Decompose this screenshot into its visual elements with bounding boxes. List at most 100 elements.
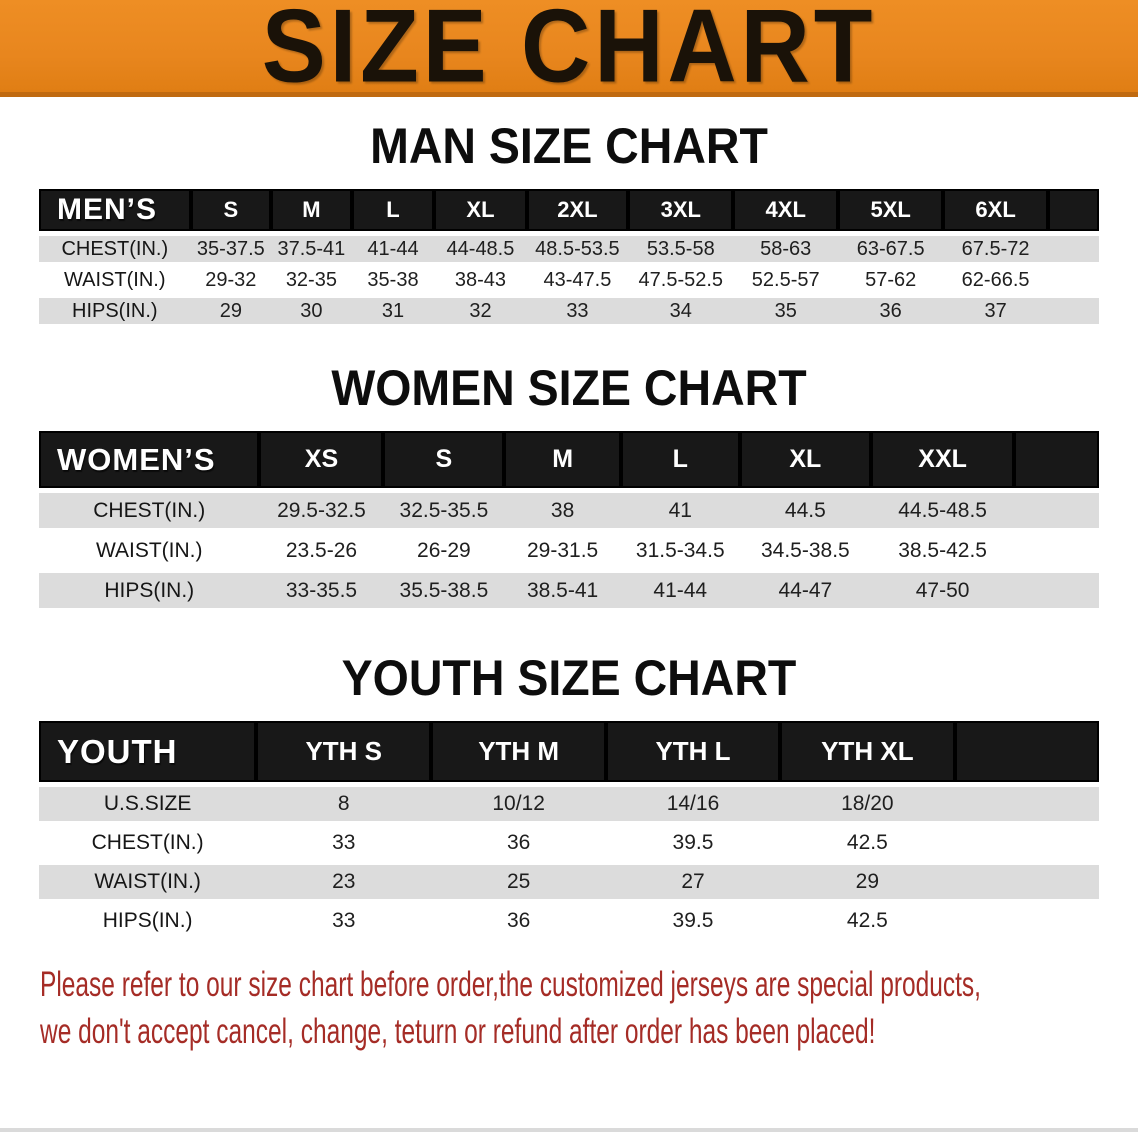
col-header: YTH XL [779, 721, 955, 787]
size-cell: 33 [256, 904, 432, 943]
bottom-edge-divider [0, 1128, 1138, 1132]
size-cell: 37 [943, 298, 1049, 329]
women-size-section: WOMEN SIZE CHART WOMEN’S XS S M L XL XXL… [0, 359, 1138, 613]
size-cell: 23 [256, 865, 432, 904]
size-cell: 39.5 [606, 826, 780, 865]
filler-cell [1014, 493, 1099, 533]
disclaimer-line-2: we don't accept cancel, change, teturn o… [40, 1012, 876, 1051]
size-cell: 33-35.5 [259, 573, 384, 613]
col-header: S [383, 431, 505, 493]
size-cell: 38 [504, 493, 621, 533]
row-label: CHEST(IN.) [39, 236, 191, 267]
size-cell: 44.5-48.5 [871, 493, 1015, 533]
table-row-chest: CHEST(IN.) 35-37.5 37.5-41 41-44 44-48.5… [39, 236, 1099, 267]
womens-header-label: WOMEN’S [39, 431, 260, 493]
col-header: XL [739, 431, 872, 493]
col-header: XXL [871, 431, 1015, 493]
mens-header-row: MEN’S S M L XL 2XL 3XL 4XL 5XL 6XL [39, 189, 1099, 236]
col-header: L [351, 189, 435, 236]
size-cell: 29 [779, 865, 955, 904]
col-header: 2XL [526, 189, 629, 236]
page-title: SIZE CHART [261, 0, 877, 105]
row-label: CHEST(IN.) [39, 493, 260, 533]
col-header: 5XL [838, 189, 944, 236]
size-cell: 35-37.5 [190, 236, 272, 267]
size-cell: 33 [526, 298, 629, 329]
size-cell: 18/20 [779, 787, 955, 826]
mens-size-table: MEN’S S M L XL 2XL 3XL 4XL 5XL 6XL CHEST… [39, 189, 1099, 329]
col-header: S [190, 189, 272, 236]
disclaimer: Please refer to our size chart before or… [40, 961, 1138, 1055]
row-label: HIPS(IN.) [39, 298, 191, 329]
size-cell: 42.5 [779, 904, 955, 943]
size-cell: 14/16 [606, 787, 780, 826]
size-cell: 35.5-38.5 [383, 573, 505, 613]
size-cell: 33 [256, 826, 432, 865]
size-cell: 27 [606, 865, 780, 904]
mens-header-label: MEN’S [39, 189, 191, 236]
filler-cell [1048, 267, 1099, 298]
size-cell: 34 [628, 298, 734, 329]
size-cell: 35 [733, 298, 839, 329]
man-size-section: MAN SIZE CHART MEN’S S M L XL 2XL 3XL 4X… [0, 117, 1138, 329]
size-cell: 34.5-38.5 [739, 533, 872, 573]
row-label: WAIST(IN.) [39, 267, 191, 298]
size-cell: 44.5 [739, 493, 872, 533]
table-row-hips: HIPS(IN.) 33-35.5 35.5-38.5 38.5-41 41-4… [39, 573, 1099, 613]
size-cell: 35-38 [351, 267, 435, 298]
man-section-title: MAN SIZE CHART [370, 118, 768, 174]
size-chart-banner: SIZE CHART [0, 0, 1138, 105]
size-cell: 36 [838, 298, 944, 329]
size-cell: 36 [431, 904, 607, 943]
col-header: XL [434, 189, 527, 236]
youth-size-section: YOUTH SIZE CHART YOUTH YTH S YTH M YTH L… [0, 649, 1138, 943]
table-row-hips: HIPS(IN.) 33 36 39.5 42.5 [39, 904, 1099, 943]
row-label: CHEST(IN.) [39, 826, 257, 865]
row-label: HIPS(IN.) [39, 904, 257, 943]
size-cell: 31 [351, 298, 435, 329]
table-row-waist: WAIST(IN.) 29-32 32-35 35-38 38-43 43-47… [39, 267, 1099, 298]
size-cell: 30 [271, 298, 352, 329]
table-row-hips: HIPS(IN.) 29 30 31 32 33 34 35 36 37 [39, 298, 1099, 329]
filler-cell [1048, 298, 1099, 329]
size-cell: 32 [434, 298, 527, 329]
col-header: YTH L [606, 721, 780, 787]
size-cell: 57-62 [838, 267, 944, 298]
size-cell: 41 [620, 493, 740, 533]
size-cell: 67.5-72 [943, 236, 1049, 267]
col-header: M [504, 431, 621, 493]
youth-section-title: YOUTH SIZE CHART [341, 650, 797, 706]
col-header: 4XL [733, 189, 839, 236]
size-cell: 41-44 [351, 236, 435, 267]
row-label: WAIST(IN.) [39, 533, 260, 573]
youth-header-label: YOUTH [39, 721, 257, 787]
size-cell: 41-44 [620, 573, 740, 613]
womens-size-table: WOMEN’S XS S M L XL XXL CHEST(IN.) 29.5-… [39, 431, 1099, 613]
womens-header-row: WOMEN’S XS S M L XL XXL [39, 431, 1099, 493]
size-cell: 44-48.5 [434, 236, 527, 267]
size-cell: 36 [431, 826, 607, 865]
size-cell: 44-47 [739, 573, 872, 613]
table-row-ussize: U.S.SIZE 8 10/12 14/16 18/20 [39, 787, 1099, 826]
row-label: HIPS(IN.) [39, 573, 260, 613]
filler-cell [954, 787, 1099, 826]
filler-cell [954, 721, 1099, 787]
size-cell: 25 [431, 865, 607, 904]
col-header: XS [259, 431, 384, 493]
table-row-chest: CHEST(IN.) 33 36 39.5 42.5 [39, 826, 1099, 865]
col-header: 3XL [628, 189, 734, 236]
size-cell: 38-43 [434, 267, 527, 298]
size-cell: 53.5-58 [628, 236, 734, 267]
size-cell: 47.5-52.5 [628, 267, 734, 298]
size-cell: 29-32 [190, 267, 272, 298]
size-cell: 63-67.5 [838, 236, 944, 267]
size-cell: 26-29 [383, 533, 505, 573]
size-cell: 29 [190, 298, 272, 329]
filler-cell [1014, 431, 1099, 493]
filler-cell [1048, 189, 1099, 236]
size-cell: 23.5-26 [259, 533, 384, 573]
size-cell: 32.5-35.5 [383, 493, 505, 533]
filler-cell [1014, 573, 1099, 613]
size-cell: 48.5-53.5 [526, 236, 629, 267]
col-header: 6XL [943, 189, 1049, 236]
